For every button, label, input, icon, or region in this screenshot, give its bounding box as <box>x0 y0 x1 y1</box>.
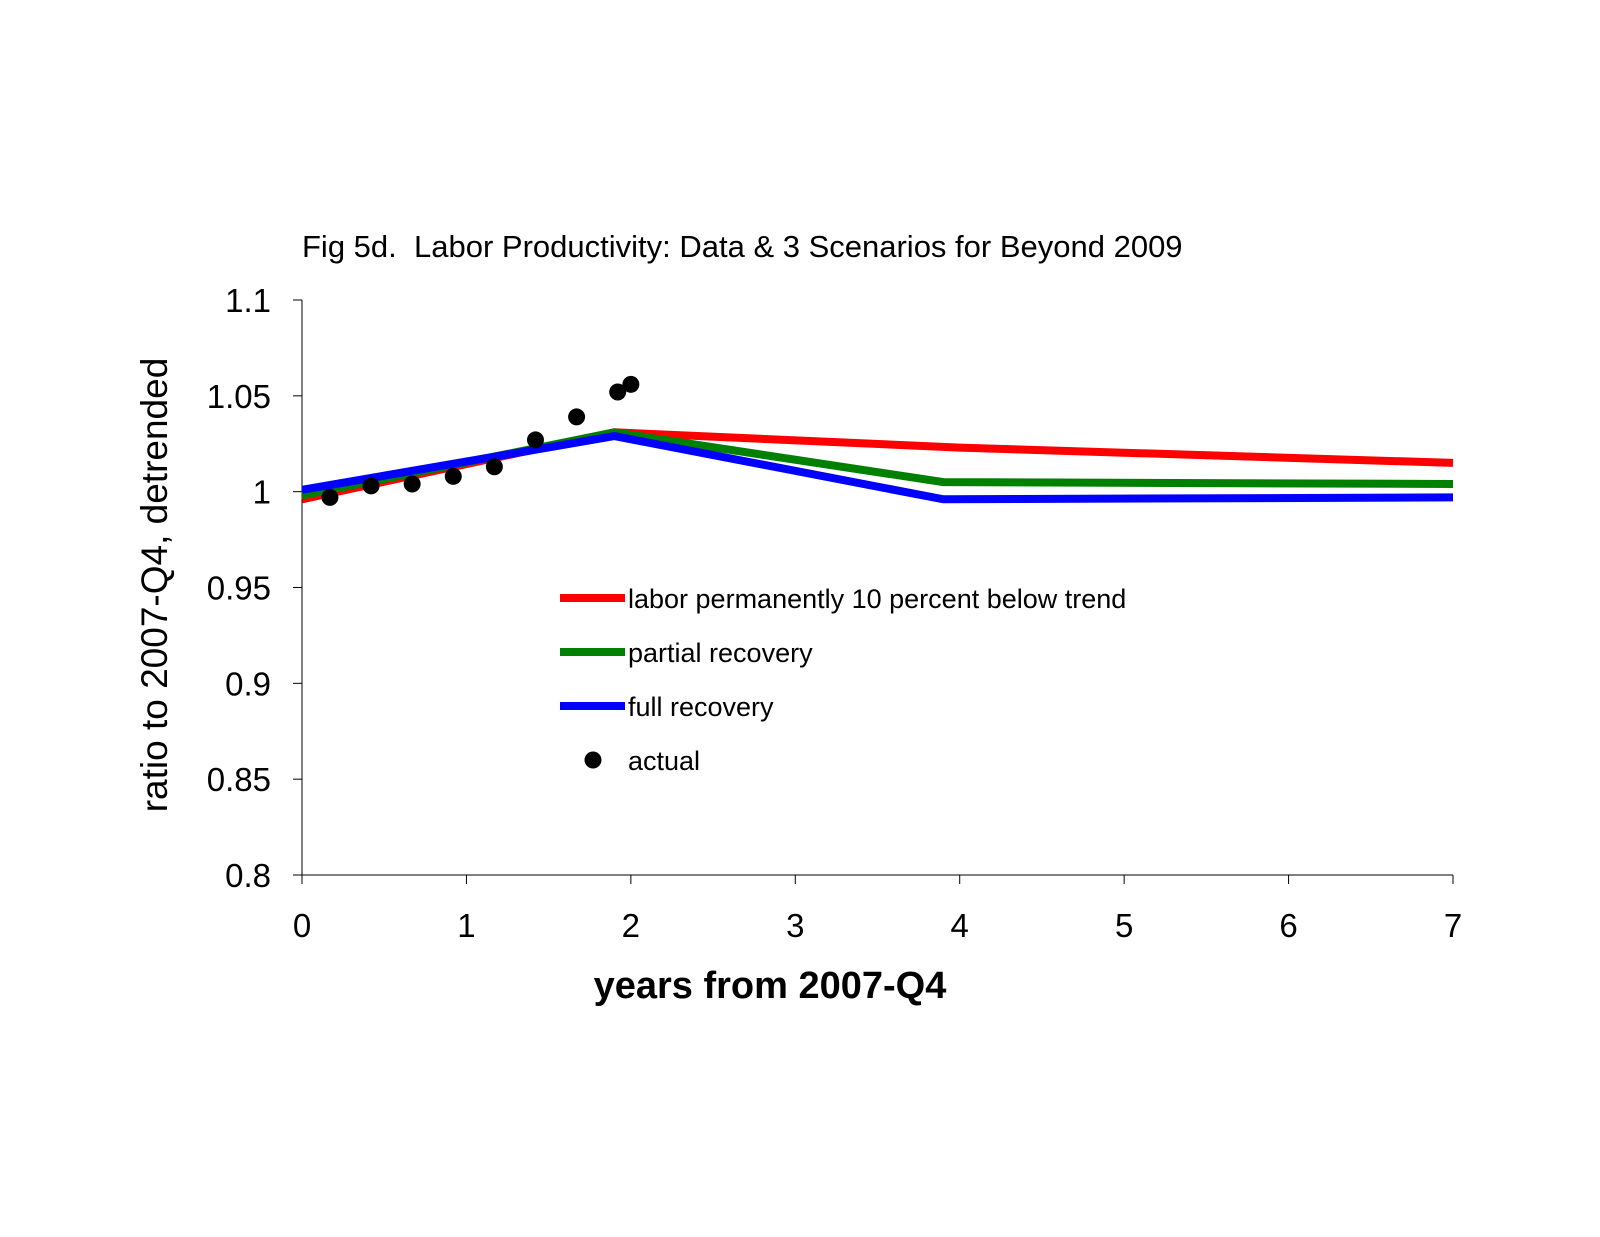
x-tick-label: 1 <box>457 907 475 944</box>
data-point-actual <box>321 488 339 506</box>
data-point-actual <box>485 458 503 476</box>
legend-label-actual: actual <box>628 746 700 776</box>
y-tick-label: 1.05 <box>207 378 271 415</box>
legend-label-partial-recovery: partial recovery <box>628 638 813 668</box>
x-tick-label: 7 <box>1444 907 1462 944</box>
x-tick-label: 3 <box>786 907 804 944</box>
legend-label-labor-permanently-10-percent-below-trend: labor permanently 10 percent below trend <box>628 584 1126 614</box>
data-point-actual <box>526 431 544 449</box>
chart-title: Fig 5d. Labor Productivity: Data & 3 Sce… <box>302 229 1183 264</box>
y-tick-label: 0.9 <box>225 665 271 702</box>
y-tick-label: 1 <box>253 474 271 511</box>
legend: labor permanently 10 percent below trend… <box>560 584 1126 776</box>
data-point-actual <box>568 408 586 426</box>
x-tick-label: 0 <box>293 907 311 944</box>
series-group <box>301 375 1454 506</box>
data-point-actual <box>362 477 380 495</box>
legend-swatch-actual <box>584 751 602 769</box>
data-point-actual <box>444 467 462 485</box>
y-tick-label: 0.85 <box>207 761 271 798</box>
y-axis-label: ratio to 2007-Q4, detrended <box>134 358 175 813</box>
y-tick-label: 1.1 <box>225 282 271 319</box>
x-tick-label: 4 <box>951 907 969 944</box>
x-tick-label: 2 <box>622 907 640 944</box>
x-tick-label: 6 <box>1279 907 1297 944</box>
x-axis-label: years from 2007-Q4 <box>594 965 947 1007</box>
y-axis-ticks: 0.8 0.85 0.9 0.95 1 1.05 1.1 <box>207 282 302 894</box>
data-point-actual <box>609 383 627 401</box>
series-line-full-recovery <box>301 432 1454 504</box>
legend-label-full-recovery: full recovery <box>628 692 774 722</box>
x-axis-ticks: 0 1 2 3 4 5 6 7 <box>293 875 1462 944</box>
y-tick-label: 0.8 <box>225 857 271 894</box>
data-point-actual <box>403 475 421 493</box>
x-tick-label: 5 <box>1115 907 1133 944</box>
data-point-actual <box>622 375 640 393</box>
y-tick-label: 0.95 <box>207 570 271 607</box>
